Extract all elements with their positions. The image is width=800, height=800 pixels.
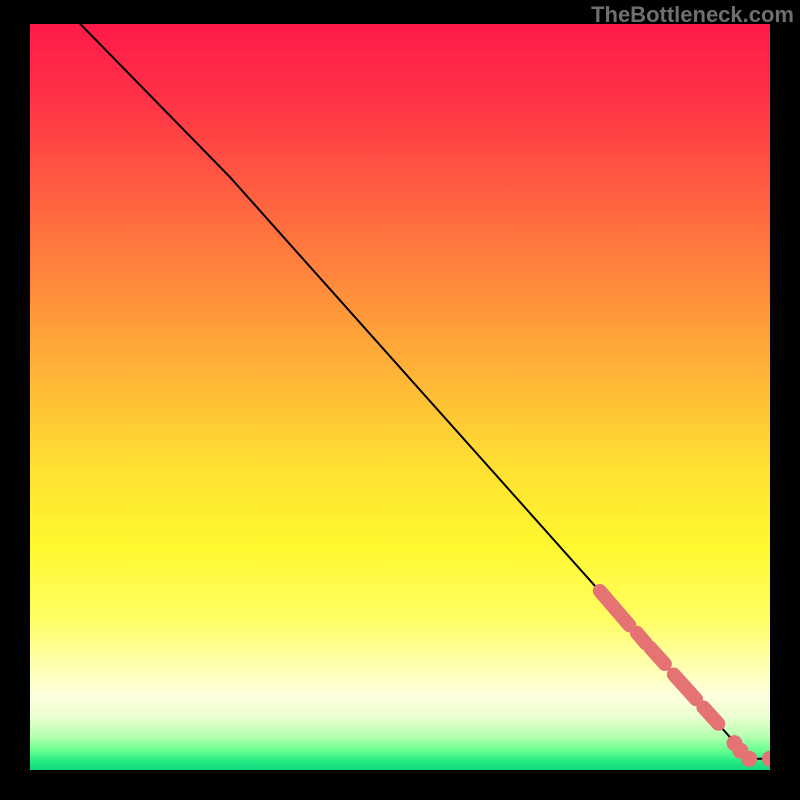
curve-line (80, 24, 770, 759)
watermark: TheBottleneck.com (591, 2, 794, 28)
marker-points (726, 735, 770, 767)
plot-area (30, 24, 770, 770)
chart-overlay (30, 24, 770, 770)
marker-clusters (600, 591, 718, 724)
